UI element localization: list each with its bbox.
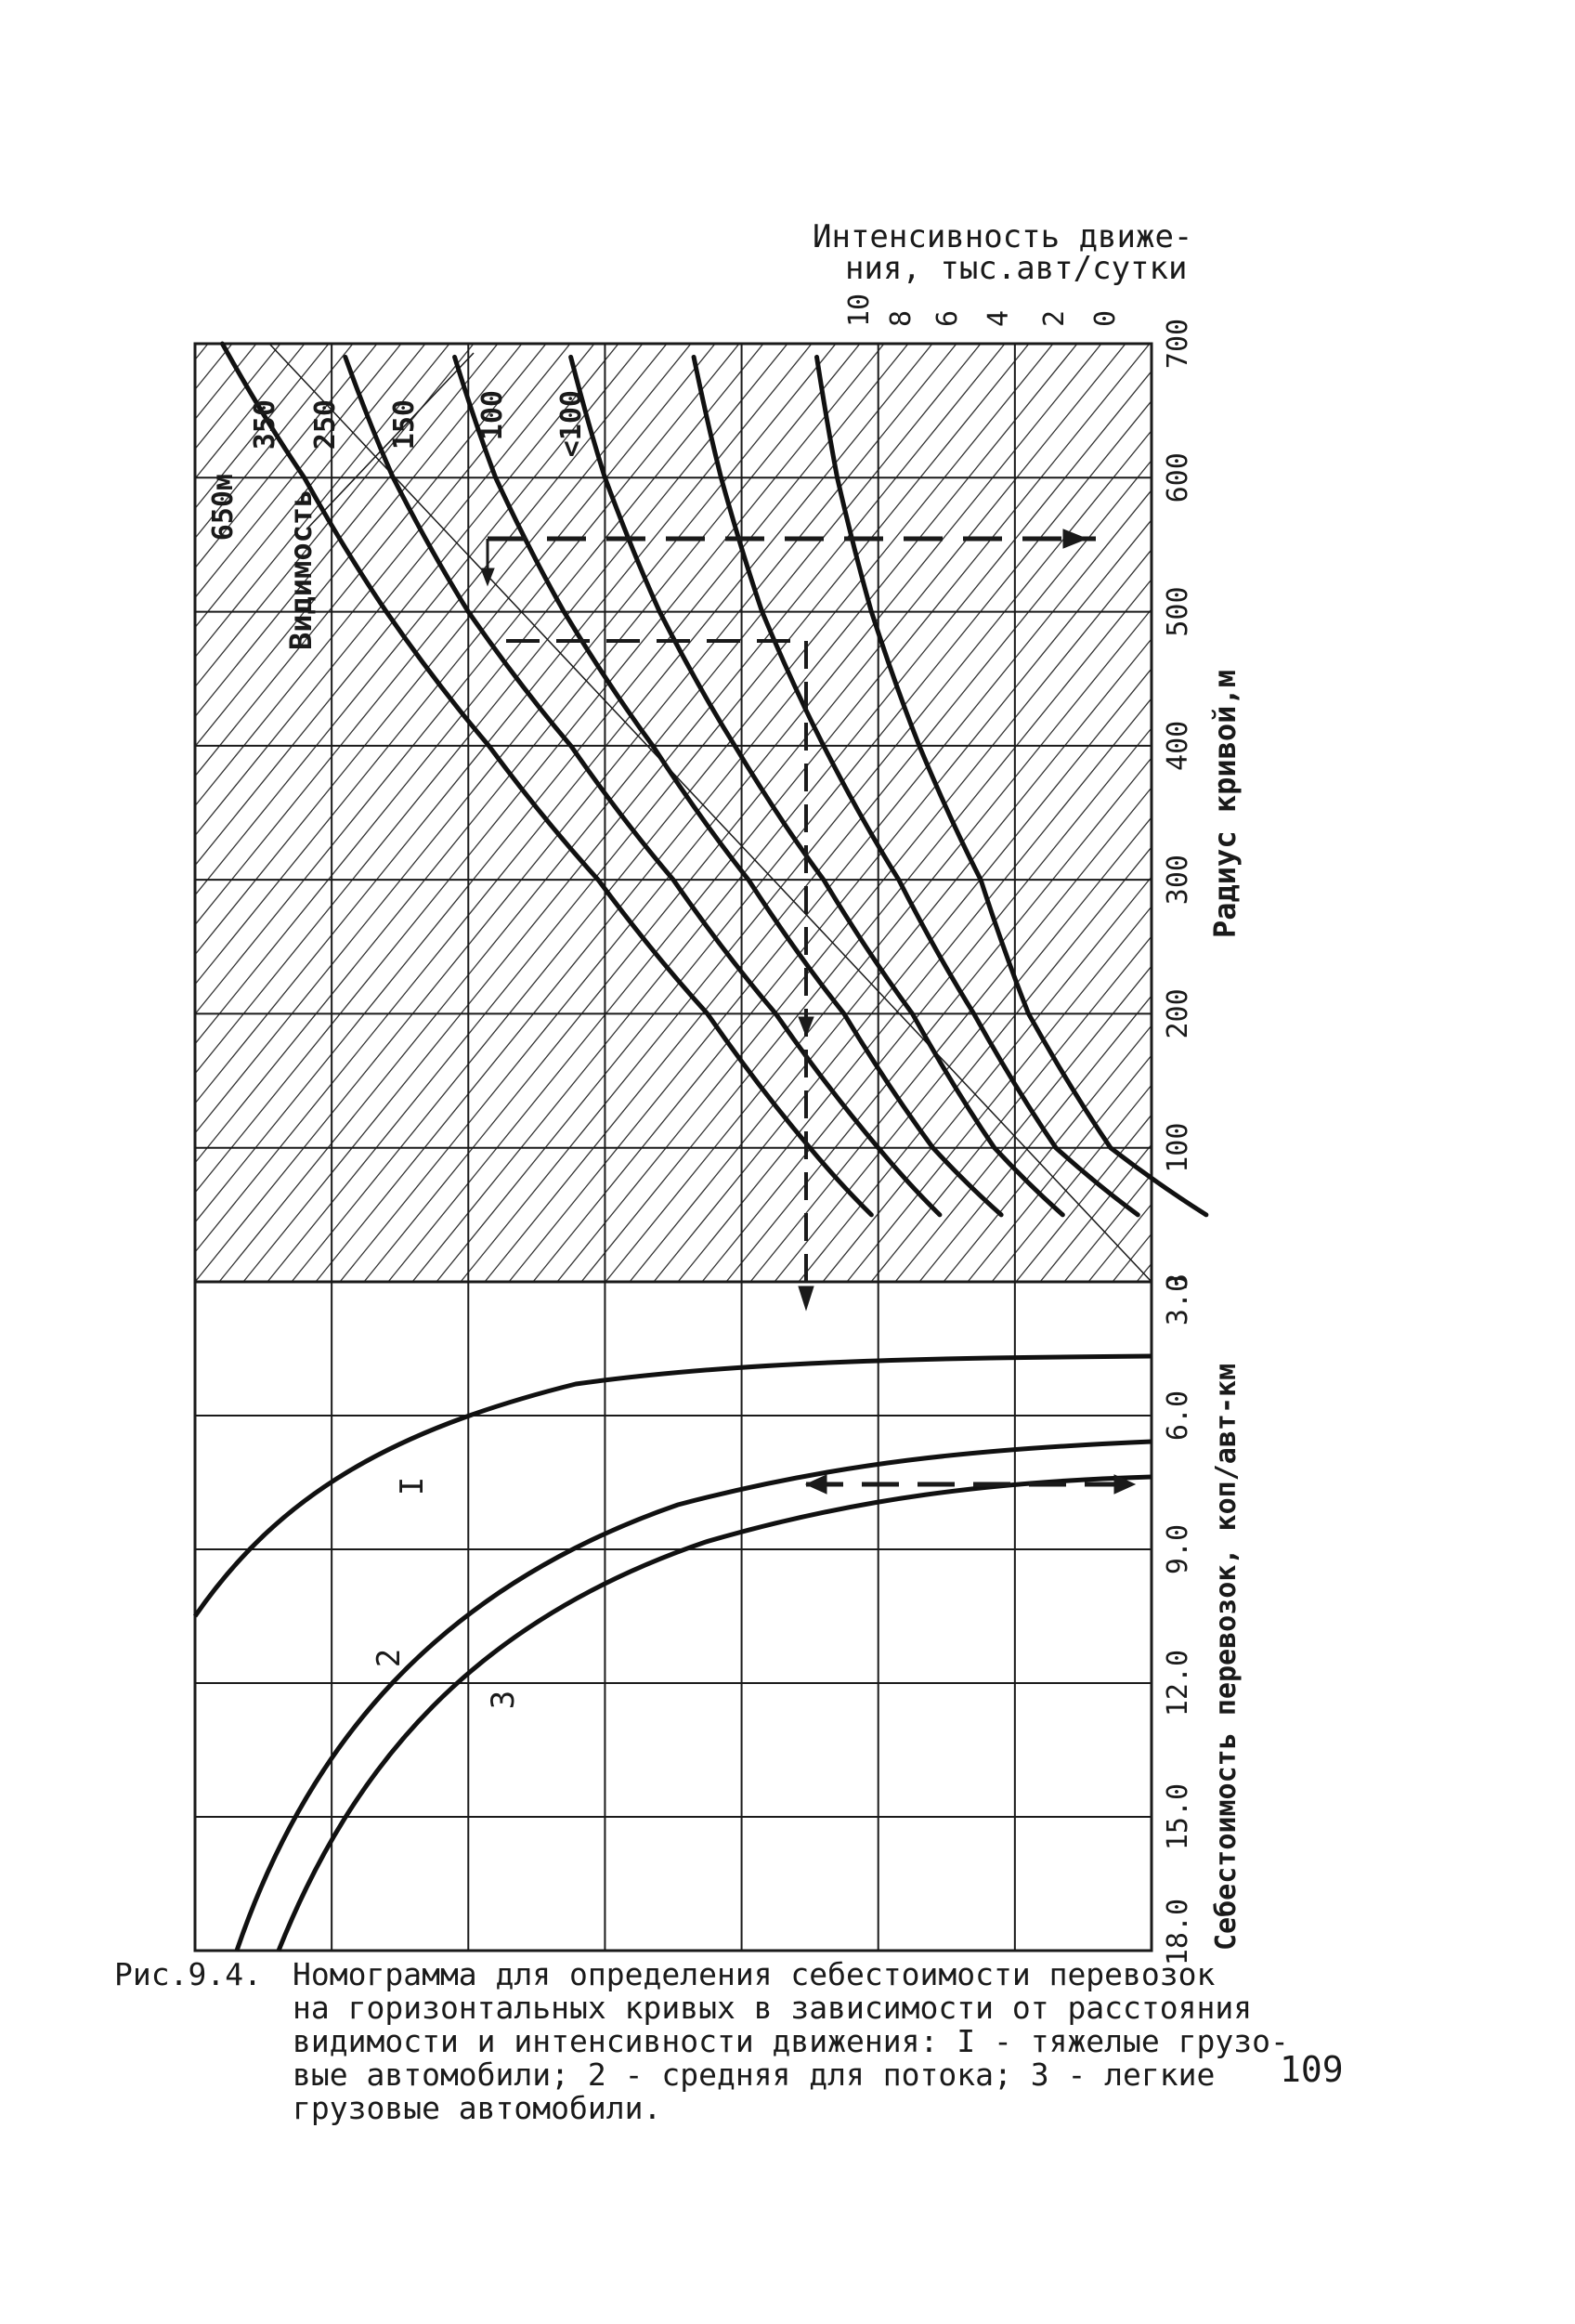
series-label-3: 250 (309, 399, 342, 450)
figure-caption: Рис.9.4. Номограмма для определения себе… (114, 1958, 1414, 2125)
intensity-tick-label: 2 (1038, 310, 1071, 327)
series-line-3 (452, 354, 1004, 1218)
upper-series (219, 341, 1209, 1218)
intensity-tick-label: 0 (1089, 310, 1122, 327)
intensity-axis-title-line1: Интенсивность движе- (813, 218, 1192, 255)
figure-caption-text: Номограмма для определения себестоимости… (293, 1956, 1289, 2126)
cost-curve-3 (276, 1474, 1152, 1952)
visibility-label: Видимость (283, 490, 319, 650)
cost-tick-label: 15.0 (1162, 1783, 1194, 1850)
cost-curve-label-group-3: 3 (485, 1691, 522, 1709)
radius-tick-group: 3 (1162, 1273, 1194, 1290)
cost-axis-title-group: Себестоимость перевозок, коп/авт-км (1210, 1364, 1243, 1951)
series-line-1 (219, 341, 874, 1218)
cost-tick-label: 3.0 (1162, 1275, 1194, 1325)
radius-tick-group: 100 (1162, 1123, 1194, 1173)
intensity-tick-group: 4 (983, 310, 1015, 327)
series-line-4 (568, 354, 1065, 1218)
intensity-tick-group: 2 (1038, 310, 1071, 327)
lower-grid (193, 1280, 1153, 1952)
series-label-group-3: 250 (309, 399, 342, 450)
radius-tick-label: 3 (1162, 1273, 1194, 1290)
radius-axis-title-group: Радиус кривой,м (1207, 670, 1243, 938)
cost-tick-group: 6.0 (1162, 1390, 1194, 1441)
cost-curve-label-2: 2 (371, 1649, 408, 1667)
series-label-4: 150 (388, 399, 421, 450)
radius-tick-label: 200 (1162, 988, 1194, 1038)
figure-caption-label: Рис.9.4. (114, 1956, 262, 1992)
intensity-tick-group: 8 (885, 310, 918, 327)
series-label-group-4: 150 (388, 399, 421, 450)
series-label-group-5: 100 (476, 390, 509, 440)
radius-axis-title: Радиус кривой,м (1207, 670, 1243, 938)
series-label-group-1: 650м (207, 474, 240, 541)
cost-curve-label-3: 3 (485, 1691, 522, 1709)
radius-tick-label: 500 (1162, 586, 1194, 636)
cost-curve-2 (234, 1439, 1152, 1952)
radius-tick-label: 600 (1162, 452, 1194, 503)
intensity-tick-label: 6 (931, 310, 964, 327)
radius-tick-group: 300 (1162, 855, 1194, 905)
radius-tick-group: 400 (1162, 721, 1194, 771)
radius-ticks: 700 600 500 400 300 200 100 3 (1162, 319, 1194, 1290)
example-guide-lines-lower (804, 1474, 1137, 1495)
intensity-tick-group: 10 (843, 294, 876, 327)
series-label-2: 350 (249, 399, 281, 450)
intensity-ticks: 10 8 6 4 2 0 (843, 294, 1122, 327)
cost-curve-label-1: I (394, 1477, 431, 1495)
intensity-axis-title-line2: ния, тыс.авт/сутки (845, 250, 1187, 287)
radius-tick-label: 300 (1162, 855, 1194, 905)
series-line-5 (691, 354, 1140, 1218)
cost-curve-label-group-1: I (394, 1477, 431, 1495)
cost-tick-group: 15.0 (1162, 1783, 1194, 1850)
series-line-6 (814, 354, 1209, 1218)
intensity-tick-group: 0 (1089, 310, 1122, 327)
series-label-6: <100 (555, 390, 588, 457)
cost-tick-label: 12.0 (1162, 1650, 1194, 1717)
example-guide-lines (480, 529, 1096, 1312)
radius-tick-group: 500 (1162, 586, 1194, 636)
lower-series: I 2 3 (192, 1353, 1152, 1952)
radius-tick-group: 600 (1162, 452, 1194, 503)
intensity-tick-label: 8 (885, 310, 918, 327)
radius-tick-label: 100 (1162, 1123, 1194, 1173)
cost-tick-label: 6.0 (1162, 1390, 1194, 1441)
series-label-5: 100 (476, 390, 509, 440)
radius-tick-label: 400 (1162, 721, 1194, 771)
cost-tick-label: 9.0 (1162, 1524, 1194, 1574)
cost-ticks: 3.0 6.0 9.0 12.0 15.0 18.0 (1162, 1275, 1194, 1965)
cost-tick-group: 18.0 (1162, 1899, 1194, 1965)
cost-tick-label: 18.0 (1162, 1899, 1194, 1965)
cost-tick-group: 3.0 (1162, 1275, 1194, 1325)
upper-series-labels: 650м 350 250 150 100 <100 (207, 390, 588, 541)
series-label-group-6: <100 (555, 390, 588, 457)
intensity-tick-label: 10 (843, 294, 876, 327)
series-label-group-2: 350 (249, 399, 281, 450)
radius-tick-label: 700 (1162, 319, 1194, 369)
cost-curve-1 (192, 1353, 1152, 1618)
cost-axis-title: Себестоимость перевозок, коп/авт-км (1210, 1364, 1243, 1951)
series-label-1: 650м (207, 474, 240, 541)
series-line-2 (343, 354, 943, 1218)
intensity-tick-group: 6 (931, 310, 964, 327)
cost-curve-label-group-2: 2 (371, 1649, 408, 1667)
cost-tick-group: 12.0 (1162, 1650, 1194, 1717)
visibility-label-group: Видимость (283, 490, 319, 650)
intensity-tick-label: 4 (983, 310, 1015, 327)
cost-tick-group: 9.0 (1162, 1524, 1194, 1574)
page-number: 109 (1280, 2049, 1344, 2090)
radius-tick-group: 200 (1162, 988, 1194, 1038)
lower-panel: I 2 3 3.0 6.0 9.0 12.0 15.0 18.0 Себестоимость … (192, 1275, 1243, 1965)
radius-tick-group: 700 (1162, 319, 1194, 369)
